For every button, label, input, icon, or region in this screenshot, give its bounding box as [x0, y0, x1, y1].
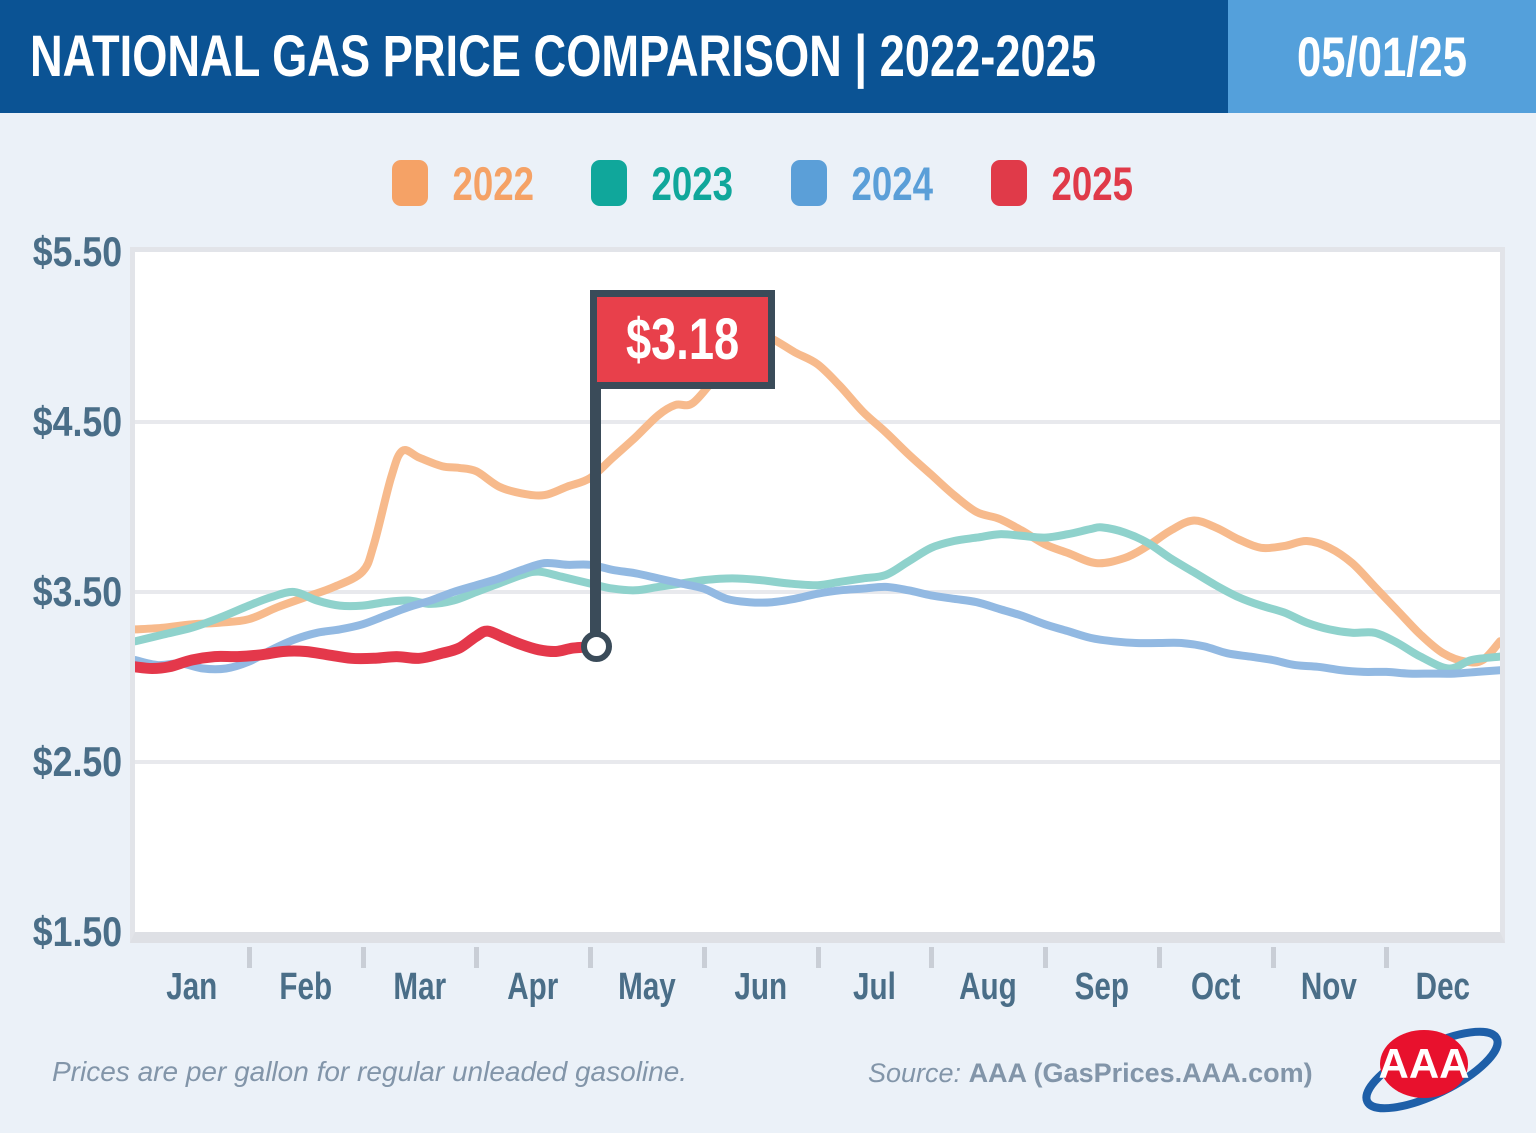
x-axis-label-mar: Mar	[393, 966, 446, 1008]
series-line-2025	[135, 625, 602, 674]
legend-swatch-2023	[591, 160, 628, 206]
legend-item-2024: 2024	[791, 156, 945, 211]
x-axis-tick	[1156, 947, 1162, 968]
x-axis-label-feb: Feb	[279, 966, 332, 1008]
legend-label: 2022	[452, 156, 534, 210]
chart-legend: 2022 2023 2024 2025	[0, 152, 1536, 214]
x-axis-tick	[1043, 947, 1048, 968]
x-axis-label-may: May	[618, 966, 676, 1008]
x-axis-tick	[701, 947, 707, 968]
aaa-logo-oval	[1380, 1030, 1468, 1098]
gridline	[135, 760, 1500, 764]
footnote: Prices are per gallon for regular unlead…	[52, 1056, 688, 1087]
source-line: Source: AAA (GasPrices.AAA.com)	[868, 1058, 1313, 1089]
y-axis-label: $4.50	[32, 398, 122, 445]
y-axis-label: $2.50	[32, 738, 122, 785]
x-axis-label-sep: Sep	[1074, 966, 1130, 1008]
x-axis-label-apr: Apr	[507, 966, 559, 1008]
x-axis-label-nov: Nov	[1301, 966, 1358, 1008]
annotation-point-marker	[581, 631, 612, 662]
annotation-flag: $3.18	[590, 290, 775, 389]
series-line-2023	[135, 523, 1500, 673]
aaa-logo: AAA	[1362, 1027, 1502, 1113]
page-title: NATIONAL GAS PRICE COMPARISON | 2022-202…	[30, 24, 1096, 89]
source-text: AAA (GasPrices.AAA.com)	[968, 1058, 1313, 1088]
y-axis-label: $5.50	[32, 228, 122, 275]
legend-item-2025: 2025	[990, 156, 1145, 211]
legend-swatch-2025	[990, 160, 1027, 206]
x-axis-label-jul: Jul	[852, 966, 896, 1008]
x-axis-label-jan: Jan	[166, 966, 218, 1008]
x-axis-tick	[929, 947, 935, 968]
x-axis-tick	[246, 947, 252, 968]
annotation-flag-pole	[590, 292, 601, 646]
legend-item-2023: 2023	[591, 156, 745, 211]
annotation-value-label: $3.18	[625, 307, 740, 372]
y-axis-label: $1.50	[32, 908, 122, 955]
legend-label: 2025	[1051, 156, 1133, 210]
series-line-2024	[135, 558, 1500, 678]
x-axis-tick	[1384, 947, 1390, 968]
x-axis-tick	[588, 947, 593, 968]
legend-label: 2023	[651, 156, 734, 210]
y-axis-label: $3.50	[32, 568, 122, 615]
x-axis-tick	[360, 947, 366, 968]
x-axis-label-oct: Oct	[1190, 966, 1241, 1008]
legend-label: 2024	[851, 156, 934, 210]
line-chart	[135, 329, 1500, 678]
series-line-2022	[135, 329, 1500, 667]
x-axis-label-dec: Dec	[1415, 966, 1471, 1008]
x-axis-label-jun: Jun	[734, 966, 787, 1008]
x-axis-tick	[474, 947, 480, 968]
x-axis-tick	[815, 947, 821, 968]
legend-item-2022: 2022	[391, 156, 546, 211]
x-axis-tick	[1270, 947, 1276, 968]
source-prefix: Source:	[868, 1058, 969, 1088]
aaa-logo-letters: AAA	[1379, 1040, 1470, 1087]
legend-swatch-2022	[391, 160, 428, 206]
gridline	[135, 420, 1500, 424]
header-date-badge: 05/01/25	[1228, 0, 1536, 113]
header-bar: NATIONAL GAS PRICE COMPARISON | 2022-202…	[0, 0, 1536, 113]
x-axis-label-aug: Aug	[959, 966, 1017, 1008]
legend-swatch-2024	[791, 160, 827, 206]
